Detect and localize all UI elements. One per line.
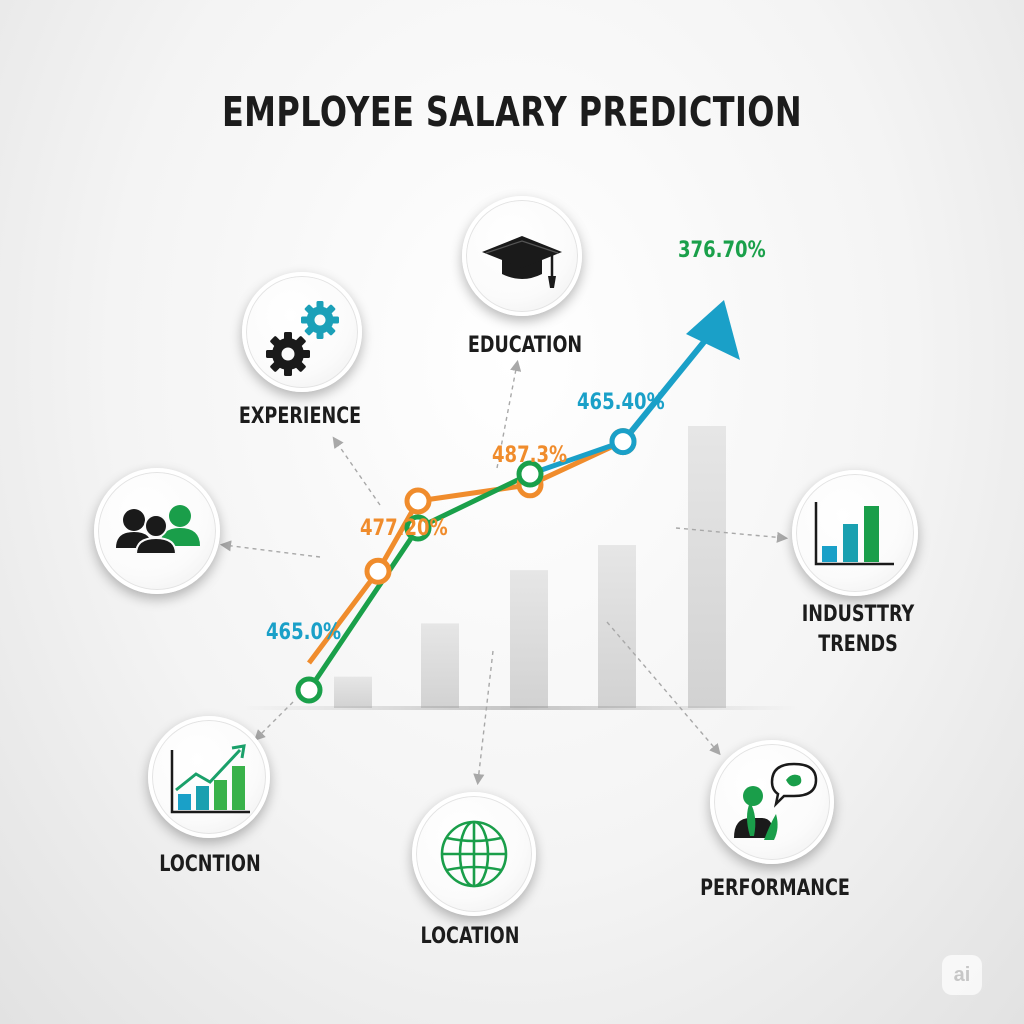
background-bar <box>510 570 548 708</box>
experience-label: EXPERIENCE <box>238 404 362 429</box>
annotation-487-3: 487.3% <box>492 443 568 468</box>
series-point-green <box>295 676 323 704</box>
experience-badge[interactable] <box>242 272 362 392</box>
background-bar <box>688 426 726 708</box>
page-title: EMPLOYEE SALARY PREDICTION <box>221 88 803 136</box>
annotation-376-70: 376.70% <box>678 238 766 263</box>
connector-location1 <box>254 701 294 741</box>
gears-icon <box>266 301 339 376</box>
series-point-green <box>516 460 544 488</box>
connector-people <box>219 540 321 558</box>
industry-trends-badge[interactable] <box>792 470 918 596</box>
performance-label: PERFORMANCE <box>700 876 850 901</box>
trend-arrow-shaft <box>620 330 715 444</box>
annotation-465-0: 465.0% <box>266 620 342 645</box>
series-point-blue <box>609 428 637 456</box>
education-badge[interactable] <box>462 196 582 316</box>
people-group-icon <box>116 505 200 555</box>
annotation-465-40: 465.40% <box>577 390 665 415</box>
connector-education <box>496 359 522 469</box>
background-bar <box>598 545 636 708</box>
series-point-orange <box>364 557 392 585</box>
annotation-477-20: 477.20% <box>360 516 448 541</box>
connector-location2 <box>473 650 494 786</box>
series-line-orange <box>307 439 625 665</box>
background-bar <box>421 623 459 708</box>
connector-industry <box>675 527 789 543</box>
performance-badge[interactable] <box>710 740 834 864</box>
chart-floor <box>240 706 800 710</box>
location-chart-badge[interactable] <box>148 716 270 838</box>
globe-icon <box>440 820 508 888</box>
bar-chart-icon <box>814 502 894 566</box>
location-globe-badge[interactable] <box>412 792 536 916</box>
background-bar <box>334 676 372 708</box>
industry-trends-label: INDUSTTRY TRENDS <box>801 602 915 657</box>
trend-arrow-head <box>686 300 740 360</box>
watermark-logo: ai <box>942 955 982 995</box>
people-badge[interactable] <box>94 468 220 594</box>
speech-person-icon <box>734 762 818 840</box>
growth-chart-icon <box>170 744 250 814</box>
series-point-green <box>404 514 432 542</box>
location-label-1: LOCNTION <box>159 852 261 877</box>
graduation-cap-icon <box>482 236 562 288</box>
series-line-blue <box>529 439 624 477</box>
series-point-orange <box>404 487 432 515</box>
connector-experience <box>332 436 381 506</box>
location-label-2: LOCATION <box>420 924 520 949</box>
education-label: EDUCATION <box>467 333 583 358</box>
